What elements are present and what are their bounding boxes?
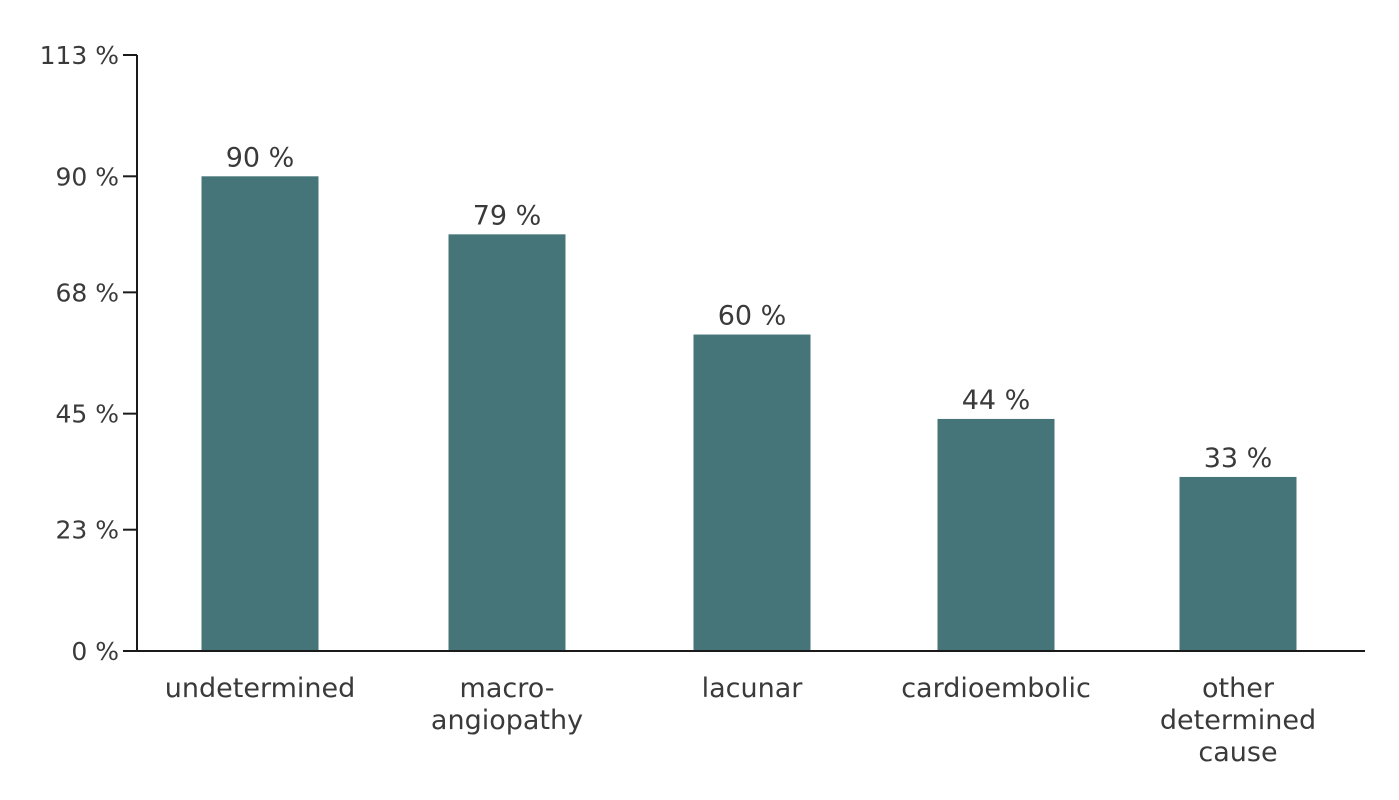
x-category-label: cardioembolic [901,673,1091,704]
bar [448,234,566,651]
y-tick-label: 0 % [71,637,119,666]
bar-value-label: 33 % [1204,443,1273,474]
y-tick-label: 68 % [55,278,119,307]
x-category-label: lacunar [702,673,804,704]
category-labels: undetermined macro-angiopathy lacunar cardi… [165,673,1316,768]
bar [693,334,811,651]
y-tick-label: 113 % [40,41,119,70]
bar-value-label: 90 % [226,142,295,173]
bar [937,418,1055,651]
bar [201,176,319,651]
y-axis: 0 % 23 % 45 % 68 % 90 % 113 % [40,41,138,666]
y-tick-label: 90 % [55,162,119,191]
bars [201,176,1297,651]
y-tick-label: 45 % [55,400,119,429]
bar [1179,476,1297,651]
value-labels: 90 % 79 % 60 % 44 % 33 % [226,142,1273,474]
x-category-label: other determined cause [1160,673,1316,768]
bar-value-label: 44 % [962,385,1031,416]
y-tick-label: 23 % [55,516,119,545]
bar-value-label: 79 % [473,200,542,231]
x-category-label: undetermined [165,673,355,704]
bar-value-label: 60 % [718,301,787,332]
x-category-label: macro-angiopathy [431,673,583,736]
